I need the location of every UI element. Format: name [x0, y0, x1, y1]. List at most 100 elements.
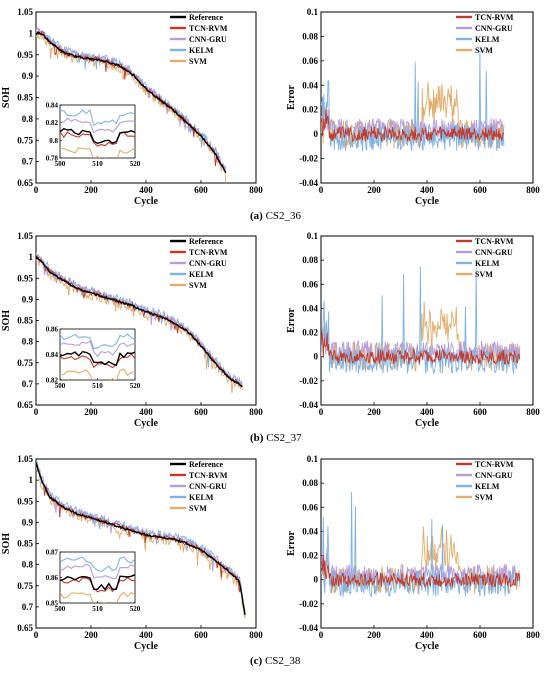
y-tick-label: 0.04	[302, 303, 318, 313]
y-tick-label: 1.05	[17, 454, 33, 464]
inset-plot	[60, 108, 135, 158]
x-tick-label: 400	[139, 185, 153, 195]
legend-label-kelm: KELM	[189, 46, 214, 55]
x-tick-label: 800	[526, 407, 540, 417]
x-tick-label: 600	[473, 407, 487, 417]
inset-y-tick-label: 0.84	[46, 102, 59, 110]
x-tick-label: 400	[139, 630, 153, 640]
x-axis-label: Cycle	[415, 196, 439, 207]
legend-label-cnn_gru: CNN-GRU	[189, 259, 227, 268]
legend-label-tcn_rvm: TCN-RVM	[475, 237, 514, 246]
inset-x-tick-label: 520	[130, 382, 141, 390]
x-tick-label: 0	[34, 185, 39, 195]
legend-label-svm: SVM	[475, 493, 493, 502]
inset-series-kelm	[60, 556, 135, 572]
x-axis-label: Cycle	[134, 196, 158, 207]
y-tick-label: 0.9	[22, 294, 34, 304]
inset-x-tick-label: 500	[55, 605, 66, 613]
y-tick-label: 1	[29, 28, 34, 38]
y-tick-label: -0.04	[299, 178, 318, 188]
error-line-tcn_rvm	[321, 109, 505, 142]
inset-series-tcn_rvm	[60, 576, 135, 593]
y-tick-label: 0.85	[17, 316, 33, 326]
y-tick-label: 0.02	[302, 551, 318, 561]
series-line-reference	[36, 256, 243, 388]
y-tick-label: 0	[314, 352, 319, 362]
y-tick-label: -0.04	[299, 623, 318, 633]
inset-series-reference	[60, 127, 135, 145]
y-tick-label: 0.65	[17, 400, 33, 410]
error-line-tcn_rvm	[321, 554, 521, 588]
inset-y-tick-label: 0.86	[46, 574, 59, 582]
y-tick-label: 0.85	[17, 539, 33, 549]
plot-area	[321, 266, 521, 375]
legend-label-kelm: KELM	[189, 493, 214, 502]
legend-label-cnn_gru: CNN-GRU	[475, 471, 513, 480]
chart-a-soh: 0 200 400 600 800 0.65 0.7 0.75 0.8 0.85 0.9 0.95 1 1…	[1, 7, 263, 207]
inset-series-tcn_rvm	[60, 353, 135, 369]
y-tick-label: 0.1	[307, 454, 319, 464]
y-tick-label: 0.08	[302, 255, 318, 265]
legend-label-cnn_gru: CNN-GRU	[475, 24, 513, 33]
inset-series-cnn_gru	[60, 117, 135, 134]
legend-label-svm: SVM	[189, 504, 207, 513]
legend-label-cnn_gru: CNN-GRU	[189, 35, 227, 44]
x-tick-label: 0	[319, 407, 324, 417]
y-tick-label: 0.8	[22, 114, 34, 124]
y-tick-label: 0.7	[22, 157, 34, 167]
x-tick-label: 0	[34, 407, 39, 417]
legend-label-cnn_gru: CNN-GRU	[475, 248, 513, 257]
error-line-tcn_rvm	[321, 332, 521, 365]
legend-label-tcn_rvm: TCN-RVM	[475, 460, 514, 469]
y-axis-label: Error	[286, 85, 297, 110]
y-tick-label: 0.02	[302, 328, 318, 338]
y-tick-label: 0.75	[17, 135, 33, 145]
inset-x-tick-label: 520	[130, 160, 141, 168]
y-tick-label: 0.7	[22, 379, 34, 389]
legend-label-reference: Reference	[189, 237, 224, 246]
caption-b: (b) CS2_37	[250, 432, 302, 444]
y-axis-label: SOH	[1, 310, 12, 331]
error-line-cnn_gru	[321, 105, 505, 141]
legend: Reference TCN-RVM CNN-GRU KELM SVM	[170, 237, 228, 290]
y-tick-label: 0.8	[22, 560, 34, 570]
x-tick-label: 200	[84, 185, 98, 195]
y-tick-label: -0.04	[299, 400, 318, 410]
inset-x-tick-label: 500	[55, 382, 66, 390]
y-tick-label: 1.05	[17, 231, 33, 241]
inset-series-reference	[60, 350, 135, 367]
inset-b-soh: 500 510 520 0.86 0.84 0.82	[46, 326, 141, 391]
chart-b-err: 0 200 400 600 800 -0.04 -0.02 0 0.02 0.04 0.06 0.08…	[286, 231, 540, 429]
inset-x-tick-label: 510	[92, 382, 103, 390]
inset-plot	[60, 333, 135, 380]
legend-label-kelm: KELM	[475, 259, 500, 268]
y-tick-label: 0.06	[302, 502, 318, 512]
x-tick-label: 800	[249, 630, 263, 640]
legend-label-kelm: KELM	[189, 270, 214, 279]
legend-label-tcn_rvm: TCN-RVM	[189, 248, 228, 257]
inset-y-tick-label: 0.8	[49, 137, 58, 145]
y-tick-label: 0.06	[302, 279, 318, 289]
captions: (a) CS2_36 (b) CS2_37 (c) CS2_38	[250, 210, 302, 667]
x-tick-label: 200	[367, 185, 381, 195]
y-tick-label: 0.06	[302, 56, 318, 66]
y-tick-label: 0.95	[17, 50, 33, 60]
inset-y-tick-label: 0.86	[46, 326, 59, 334]
x-axis-label: Cycle	[134, 641, 158, 652]
x-tick-label: 800	[526, 630, 540, 640]
y-tick-label: 0.08	[302, 31, 318, 41]
legend-label-svm: SVM	[189, 281, 207, 290]
chart-b-soh: 0 200 400 600 800 0.65 0.7 0.75 0.8 0.85 0.9 0.95 1 1…	[1, 231, 263, 429]
legend-label-reference: Reference	[189, 460, 224, 469]
legend-label-tcn_rvm: TCN-RVM	[189, 24, 228, 33]
legend-label-cnn_gru: CNN-GRU	[189, 482, 227, 491]
inset-y-tick-label: 0.82	[46, 377, 59, 385]
y-axis-label: SOH	[1, 87, 12, 108]
y-tick-label: 0.1	[307, 7, 319, 17]
plot-frame	[320, 235, 534, 406]
x-tick-label: 600	[194, 630, 208, 640]
legend-label-svm: SVM	[189, 57, 207, 66]
y-tick-label: 0	[314, 129, 319, 139]
legend: TCN-RVM CNN-GRU KELM SVM	[456, 13, 514, 55]
